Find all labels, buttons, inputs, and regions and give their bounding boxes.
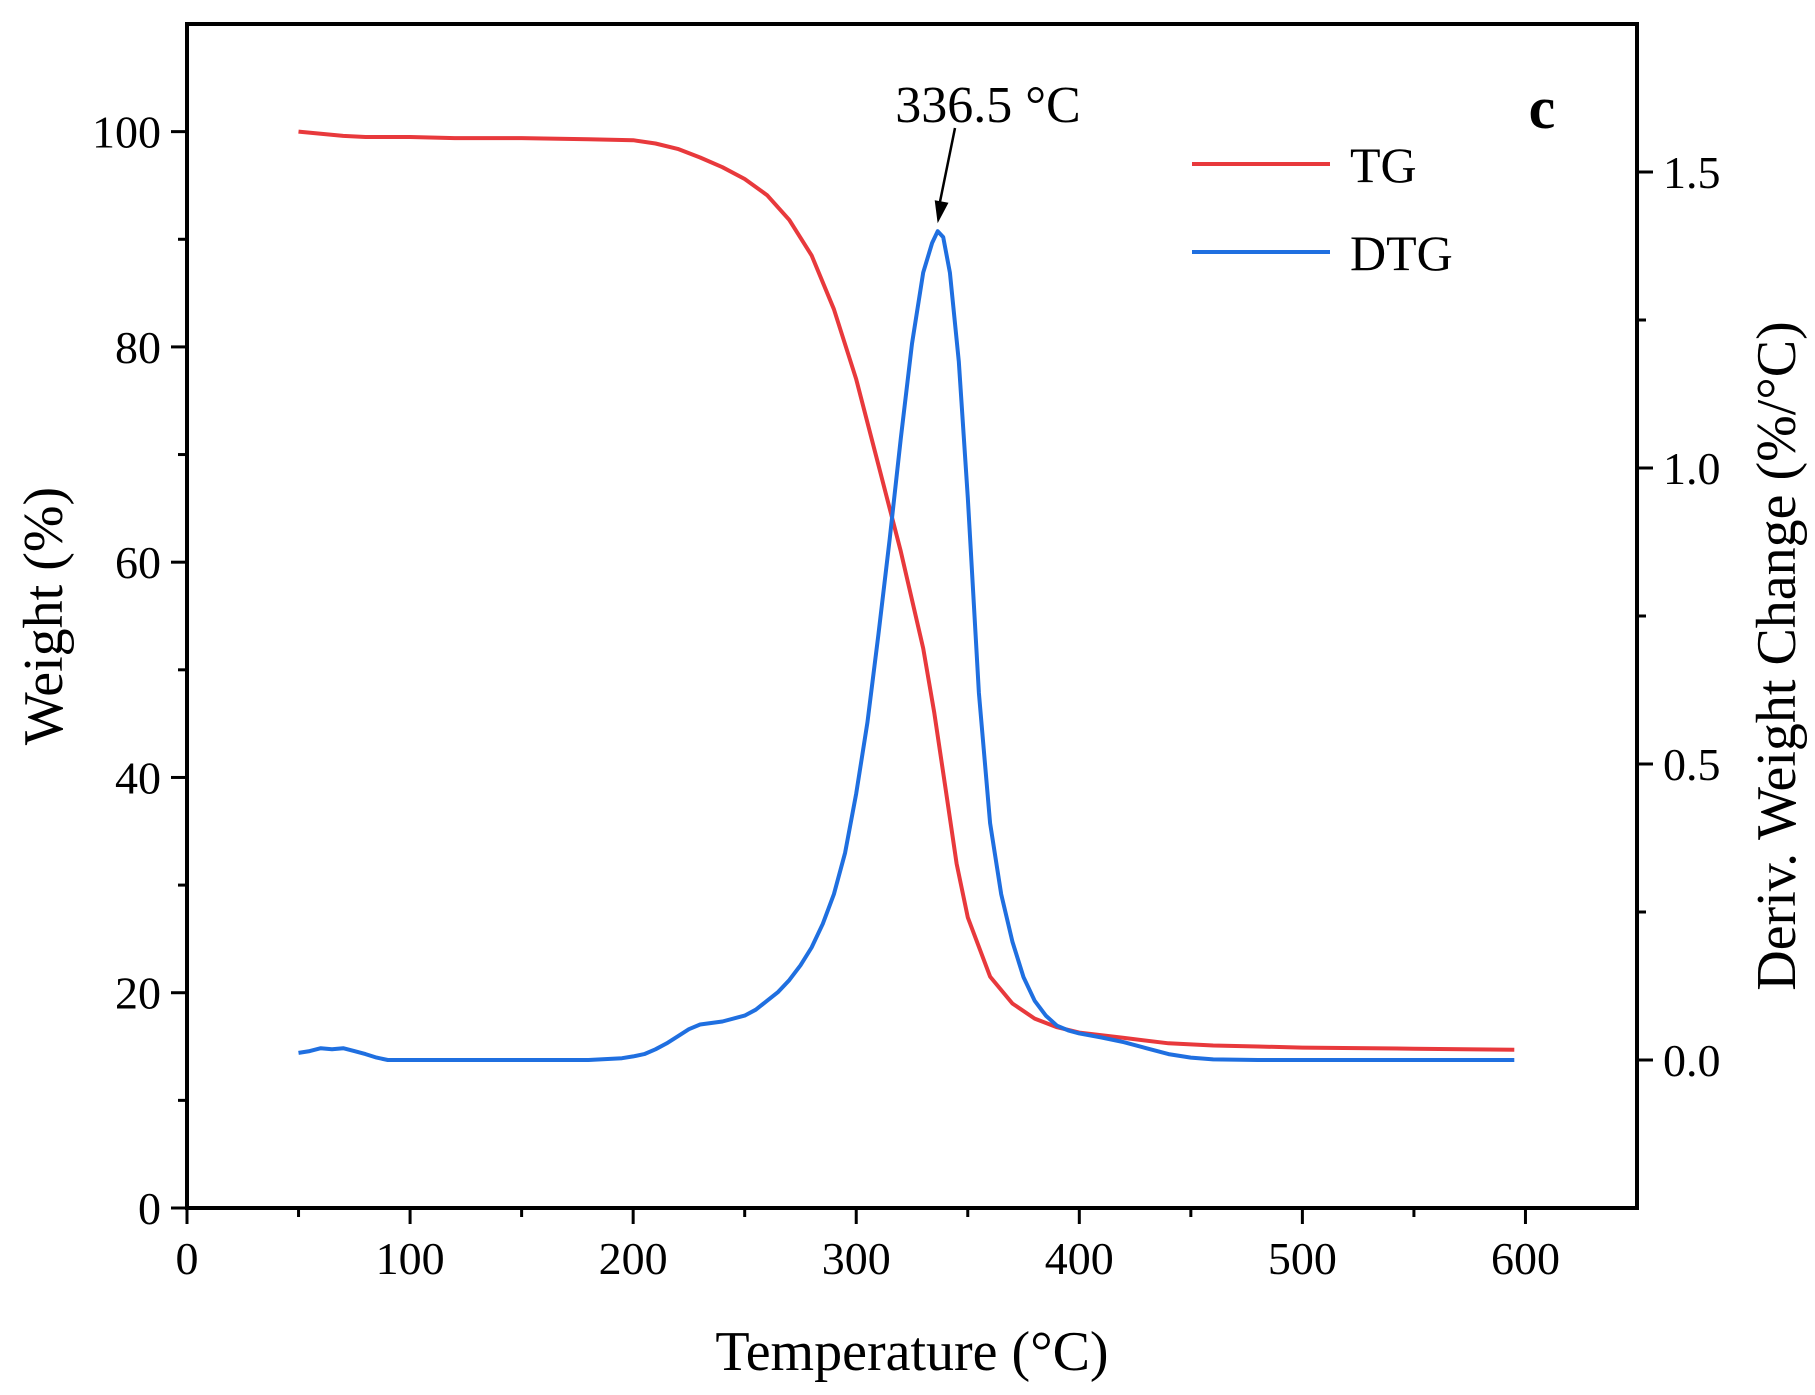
series-line-tg — [298, 129, 1515, 1052]
x-tick-label: 200 — [599, 1233, 668, 1284]
legend: TG DTG — [1192, 137, 1453, 281]
peak-annotation: 336.5 °C — [895, 77, 1081, 224]
peak-arrow — [936, 127, 957, 214]
plot-frame — [185, 22, 1639, 1210]
x-tick-label: 100 — [376, 1233, 445, 1284]
y-right-tick-label: 1.0 — [1663, 443, 1721, 494]
peak-temperature-label: 336.5 °C — [895, 77, 1080, 134]
y-right-tick-label: 0.0 — [1663, 1035, 1721, 1086]
y-axis-title-right: Deriv. Weight Change (%/°C) — [1746, 321, 1808, 991]
panel-label: c — [1529, 75, 1556, 141]
series-layer — [298, 129, 1515, 1062]
x-tick-label: 600 — [1491, 1233, 1560, 1284]
y-left-tick-label: 80 — [115, 322, 161, 373]
series-line-dtg — [298, 229, 1515, 1062]
x-tick-label: 300 — [822, 1233, 891, 1284]
y-left-tick-label: 20 — [115, 968, 161, 1019]
y-left-tick-label: 60 — [115, 537, 161, 588]
legend-label-dtg: DTG — [1350, 225, 1453, 281]
legend-label-tg: TG — [1350, 137, 1417, 193]
ticks-layer: 0 100 200 300 400 500 600 0 20 40 60 80 100 0.0 0.5 1.0… — [92, 107, 1721, 1284]
y-left-tick-label: 0 — [138, 1183, 161, 1234]
y-left-tick-label: 40 — [115, 752, 161, 803]
y-right-tick-label: 0.5 — [1663, 739, 1721, 790]
x-tick-label: 0 — [176, 1233, 199, 1284]
x-tick-label: 500 — [1268, 1233, 1337, 1284]
y-left-tick-label: 100 — [92, 107, 161, 158]
x-tick-label: 400 — [1045, 1233, 1114, 1284]
y-axis-title-left: Weight (%) — [13, 487, 75, 745]
y-right-tick-label: 1.5 — [1663, 147, 1721, 198]
x-axis-title: Temperature (°C) — [715, 1321, 1108, 1383]
peak-arrow-head — [934, 200, 949, 224]
